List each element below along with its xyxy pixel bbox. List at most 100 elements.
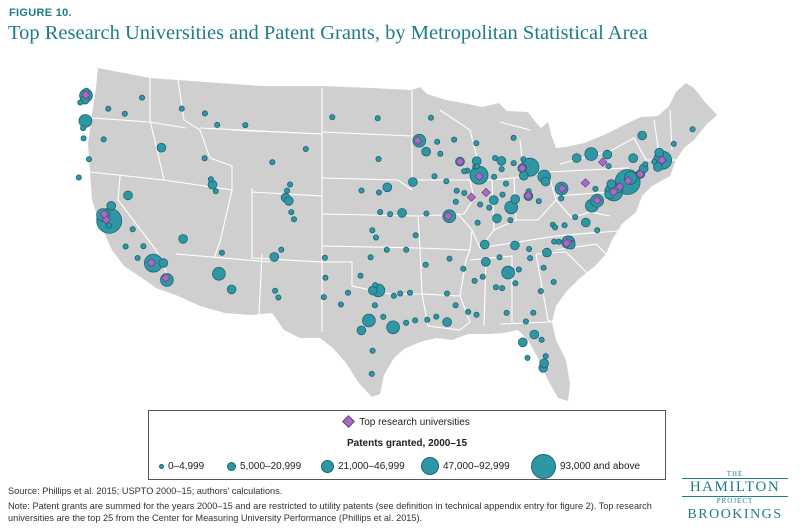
border-wv-va: [555, 199, 611, 219]
bubble-icon: [421, 457, 439, 475]
diamond-icon: [342, 415, 356, 428]
patent-bubble: [287, 181, 294, 188]
patent-bubble: [433, 313, 440, 320]
university-marker: [481, 187, 491, 198]
patent-bubble: [602, 149, 613, 160]
patent-bubble: [322, 274, 329, 281]
patent-bubble: [362, 313, 376, 328]
patent-bubble: [434, 138, 441, 145]
patent-bubble: [75, 174, 82, 181]
university-marker: [146, 258, 156, 268]
university-marker: [623, 176, 633, 186]
legend-universities: Top research universities: [149, 415, 665, 428]
border-sd-ne: [321, 177, 413, 191]
university-marker: [580, 178, 591, 188]
patent-bubble: [369, 227, 376, 234]
patent-bubble: [527, 255, 534, 262]
patent-bubble: [492, 154, 499, 161]
university-marker: [413, 135, 423, 146]
patent-bubble: [356, 325, 367, 336]
border-va-nc: [555, 229, 631, 237]
figure-label: FIGURE 10.: [9, 7, 72, 19]
patent-bubble: [652, 162, 663, 172]
patent-bubble: [461, 189, 468, 196]
patent-bubble: [269, 252, 280, 262]
legend-size-item: 5,000–20,999: [227, 453, 301, 479]
border-fl-north: [499, 317, 575, 325]
state-borders: [89, 78, 676, 337]
footnote: Note: Patent grants are summed for the y…: [8, 501, 652, 523]
patent-bubble: [158, 258, 169, 268]
patent-bubble: [269, 159, 276, 166]
patent-bubble: [606, 179, 617, 189]
hamilton-brookings-logo: THE HAMILTON PROJECT BROOKINGS: [676, 470, 794, 526]
university-marker: [523, 190, 533, 201]
patent-bubble: [80, 135, 87, 142]
university-marker: [517, 163, 527, 173]
patent-bubble: [520, 156, 527, 163]
patent-bubble: [321, 254, 328, 261]
patent-bubble: [284, 187, 291, 194]
patent-bubble: [427, 114, 434, 121]
university-marker: [99, 209, 110, 219]
patent-bubble: [451, 136, 458, 143]
patent-bubble: [403, 246, 410, 253]
patent-bubble: [542, 353, 549, 360]
patent-bubble: [460, 265, 467, 272]
patent-bubble: [138, 94, 145, 101]
patent-bubble: [670, 140, 677, 147]
patent-bubble: [512, 280, 519, 287]
patent-bubble: [530, 309, 537, 316]
patent-bubble: [406, 289, 413, 296]
patent-bubble: [77, 99, 84, 106]
patent-bubble: [510, 194, 521, 205]
patent-bubble: [473, 140, 480, 147]
bubble-icon: [159, 463, 164, 469]
land-contiguous-us: [88, 68, 717, 401]
patent-bubble: [651, 158, 658, 165]
patent-bubble: [501, 265, 515, 280]
patent-bubble: [106, 201, 116, 211]
patent-bubble: [387, 211, 394, 218]
patent-bubble: [580, 217, 591, 228]
patent-bubble: [628, 153, 638, 164]
page-title: Top Research Universities and Patent Gra…: [8, 22, 648, 44]
patent-bubble: [212, 266, 226, 281]
patent-bubble: [368, 370, 375, 377]
patent-bubble: [386, 320, 400, 335]
patent-bubble: [561, 222, 568, 229]
patent-bubble: [538, 336, 545, 343]
patent-bubble: [524, 354, 531, 361]
legend-size-item: 0–4,999: [159, 453, 204, 479]
patent-bubble: [535, 198, 542, 205]
patent-bubble: [329, 114, 336, 121]
patent-bubble: [382, 182, 393, 193]
patent-bubble: [275, 294, 282, 301]
university-marker: [557, 183, 567, 194]
patent-bubble: [517, 337, 528, 348]
patent-bubble: [397, 208, 407, 218]
university-marker: [455, 156, 465, 167]
patent-bubble: [288, 209, 295, 216]
legend-size-heading: Patents granted, 2000–15: [346, 438, 468, 449]
patent-bubble: [80, 125, 87, 132]
patent-bubble: [86, 156, 93, 163]
patent-bubble: [337, 301, 344, 308]
patent-bubble: [302, 145, 309, 152]
patent-bubble: [442, 317, 452, 327]
logo-the: THE: [726, 470, 744, 478]
patent-bubble: [479, 239, 490, 250]
patent-bubble: [105, 105, 112, 112]
university-marker: [101, 214, 111, 225]
patent-bubble: [431, 173, 438, 180]
patent-bubble: [383, 246, 390, 253]
university-marker: [657, 155, 667, 165]
bubble-icon: [321, 459, 334, 473]
legend-size-label: 0–4,999: [168, 460, 205, 472]
patent-bubble: [503, 309, 510, 316]
patent-bubble: [452, 198, 459, 205]
patent-bubble: [129, 226, 136, 233]
university-marker: [474, 171, 484, 181]
university-marker: [592, 195, 602, 205]
patent-bubble: [539, 358, 549, 369]
